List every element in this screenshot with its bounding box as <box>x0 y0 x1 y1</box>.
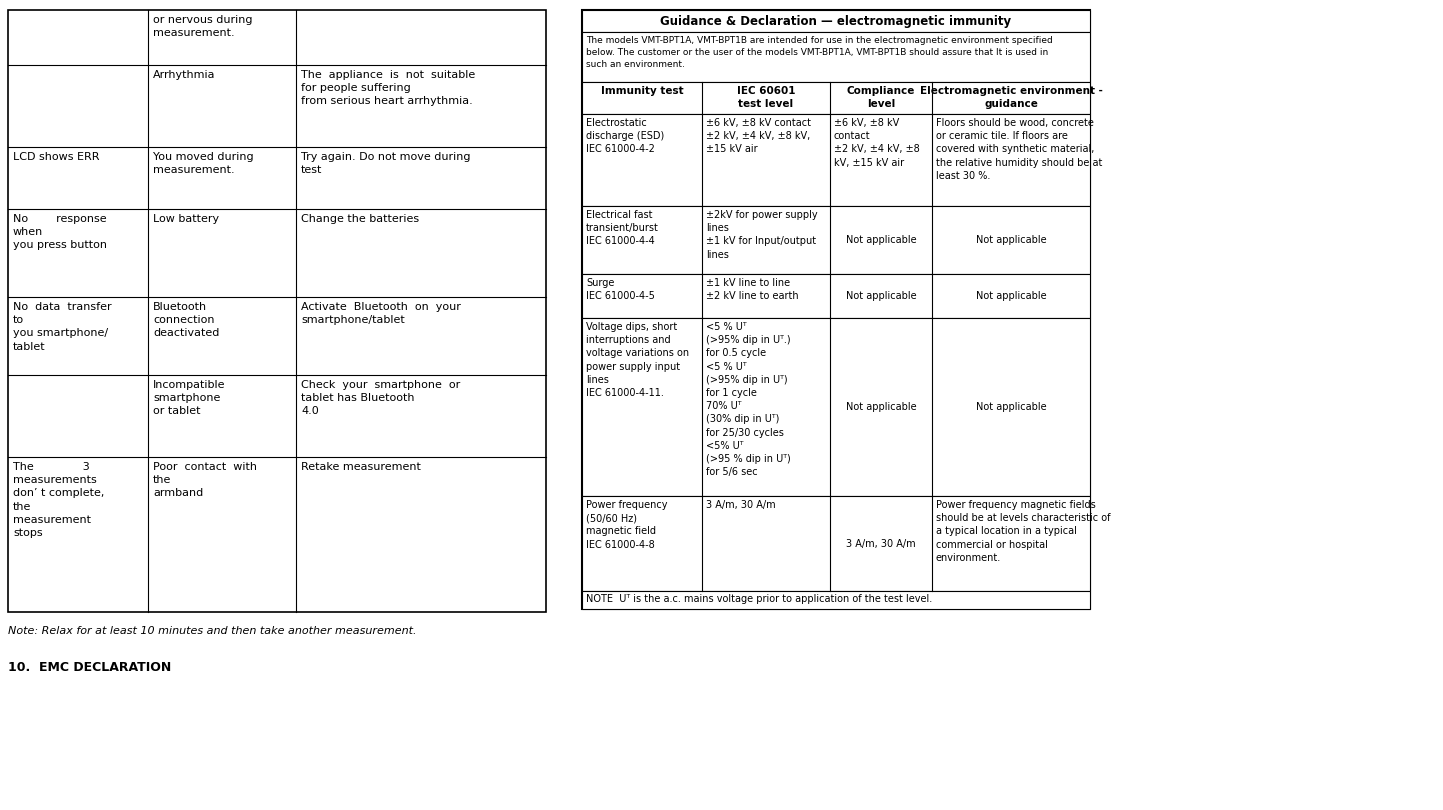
Text: Try again. Do not move during
test: Try again. Do not move during test <box>302 152 470 175</box>
Text: LCD shows ERR: LCD shows ERR <box>13 152 100 162</box>
Text: Not applicable: Not applicable <box>975 291 1046 301</box>
Text: Power frequency
(50/60 Hz)
magnetic field
IEC 61000-4-8: Power frequency (50/60 Hz) magnetic fiel… <box>586 500 668 550</box>
Text: Change the batteries: Change the batteries <box>302 214 418 224</box>
Text: ±6 kV, ±8 kV contact
±2 kV, ±4 kV, ±8 kV,
±15 kV air: ±6 kV, ±8 kV contact ±2 kV, ±4 kV, ±8 kV… <box>706 118 811 155</box>
Text: Check  your  smartphone  or
tablet has Bluetooth
4.0: Check your smartphone or tablet has Blue… <box>302 380 460 416</box>
Text: NOTE  Uᵀ is the a.c. mains voltage prior to application of the test level.: NOTE Uᵀ is the a.c. mains voltage prior … <box>586 594 932 604</box>
Text: Not applicable: Not applicable <box>846 291 916 301</box>
Text: Bluetooth
connection
deactivated: Bluetooth connection deactivated <box>153 302 219 339</box>
Bar <box>582 10 1089 32</box>
Bar <box>582 10 1089 609</box>
Bar <box>9 10 545 612</box>
Text: 3 A/m, 30 A/m: 3 A/m, 30 A/m <box>706 500 776 510</box>
Bar <box>582 496 1089 591</box>
Bar <box>582 114 1089 206</box>
Text: ±2kV for power supply
lines
±1 kV for Input/output
lines: ±2kV for power supply lines ±1 kV for In… <box>706 210 818 259</box>
Text: Incompatible
smartphone
or tablet: Incompatible smartphone or tablet <box>153 380 225 416</box>
Text: Note: Relax for at least 10 minutes and then take another measurement.: Note: Relax for at least 10 minutes and … <box>9 626 417 636</box>
Text: Compliance
level: Compliance level <box>847 86 915 109</box>
Text: Surge
IEC 61000-4-5: Surge IEC 61000-4-5 <box>586 278 655 301</box>
Text: No        response
when
you press button: No response when you press button <box>13 214 107 250</box>
Text: The models VMT-BPT1A, VMT-BPT1B are intended for use in the electromagnetic envi: The models VMT-BPT1A, VMT-BPT1B are inte… <box>586 36 1053 69</box>
Bar <box>582 82 1089 114</box>
Text: Electrical fast
transient/burst
IEC 61000-4-4: Electrical fast transient/burst IEC 6100… <box>586 210 659 246</box>
Text: Power frequency magnetic fields
should be at levels characteristic of
a typical : Power frequency magnetic fields should b… <box>937 500 1111 563</box>
Text: ±6 kV, ±8 kV
contact
±2 kV, ±4 kV, ±8
kV, ±15 kV air: ±6 kV, ±8 kV contact ±2 kV, ±4 kV, ±8 kV… <box>834 118 919 168</box>
Text: Voltage dips, short
interruptions and
voltage variations on
power supply input
l: Voltage dips, short interruptions and vo… <box>586 322 690 398</box>
Text: Not applicable: Not applicable <box>846 235 916 245</box>
Text: Electromagnetic environment -
guidance: Electromagnetic environment - guidance <box>919 86 1102 109</box>
Bar <box>582 274 1089 318</box>
Text: 10.  EMC DECLARATION: 10. EMC DECLARATION <box>9 661 172 674</box>
Text: <5 % Uᵀ
(>95% dip in Uᵀ.)
for 0.5 cycle
<5 % Uᵀ
(>95% dip in Uᵀ)
for 1 cycle
70%: <5 % Uᵀ (>95% dip in Uᵀ.) for 0.5 cycle … <box>706 322 791 477</box>
Text: Not applicable: Not applicable <box>975 235 1046 245</box>
Bar <box>582 591 1089 609</box>
Bar <box>9 374 147 376</box>
Text: Not applicable: Not applicable <box>846 402 916 412</box>
Text: Not applicable: Not applicable <box>975 402 1046 412</box>
Text: or nervous during
measurement.: or nervous during measurement. <box>153 15 253 38</box>
Text: Retake measurement: Retake measurement <box>302 462 421 472</box>
Text: Guidance & Declaration — electromagnetic immunity: Guidance & Declaration — electromagnetic… <box>661 15 1012 28</box>
Text: Immunity test: Immunity test <box>600 86 684 96</box>
Text: No  data  transfer
to
you smartphone/
tablet: No data transfer to you smartphone/ tabl… <box>13 302 111 352</box>
Text: The  appliance  is  not  suitable
for people suffering
from serious heart arrhyt: The appliance is not suitable for people… <box>302 70 475 106</box>
Text: Low battery: Low battery <box>153 214 219 224</box>
Text: Electrostatic
discharge (ESD)
IEC 61000-4-2: Electrostatic discharge (ESD) IEC 61000-… <box>586 118 664 155</box>
Bar <box>582 206 1089 274</box>
Text: 3 A/m, 30 A/m: 3 A/m, 30 A/m <box>846 539 916 548</box>
Text: IEC 60601
test level: IEC 60601 test level <box>737 86 795 109</box>
Text: You moved during
measurement.: You moved during measurement. <box>153 152 254 175</box>
Bar <box>582 318 1089 496</box>
Bar <box>582 32 1089 82</box>
Text: Activate  Bluetooth  on  your
smartphone/tablet: Activate Bluetooth on your smartphone/ta… <box>302 302 460 325</box>
Text: ±1 kV line to line
±2 kV line to earth: ±1 kV line to line ±2 kV line to earth <box>706 278 798 301</box>
Text: Arrhythmia: Arrhythmia <box>153 70 215 80</box>
Text: The              3
measurements
don’ t complete,
the
measurement
stops: The 3 measurements don’ t complete, the … <box>13 462 104 538</box>
Text: Floors should be wood, concrete
or ceramic tile. If floors are
covered with synt: Floors should be wood, concrete or ceram… <box>937 118 1102 181</box>
Text: Poor  contact  with
the
armband: Poor contact with the armband <box>153 462 257 498</box>
